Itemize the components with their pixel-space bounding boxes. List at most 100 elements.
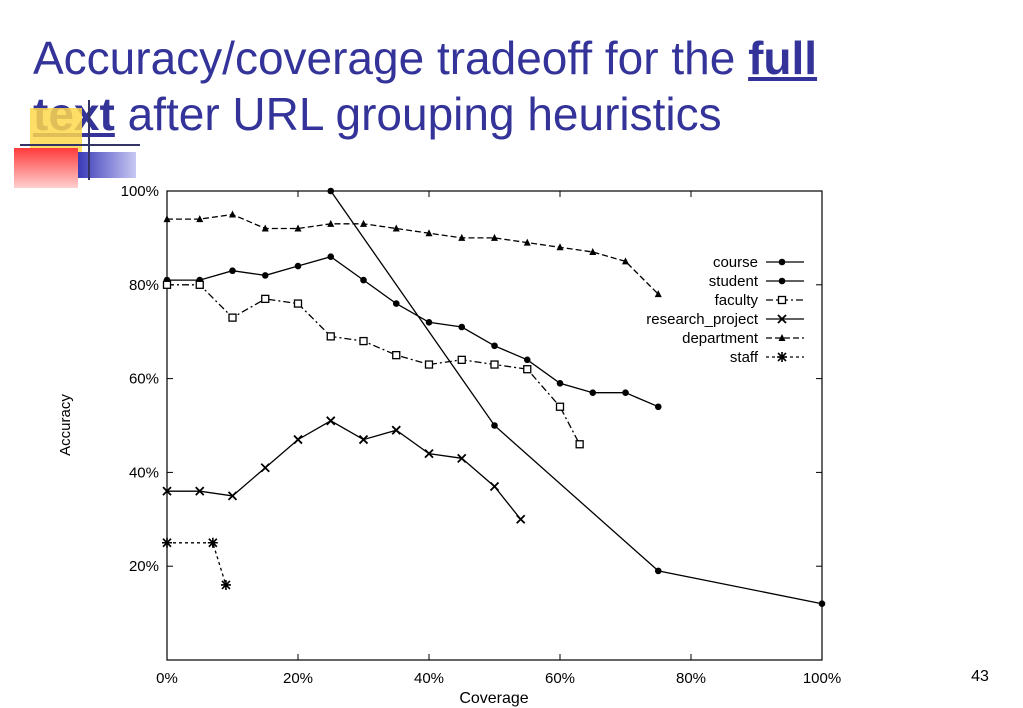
data-point-department [622,257,629,265]
data-point-staff [220,579,231,590]
data-point-faculty [359,336,368,346]
data-point-course [622,389,629,396]
data-point-faculty [392,350,401,360]
x-tick-label: 60% [545,670,575,687]
data-point-course [556,379,564,387]
x-axis-label: Coverage [459,690,528,707]
data-point-course [294,262,302,270]
data-point-department [229,210,236,218]
legend-marker-faculty [777,295,787,305]
data-point-department [425,229,433,237]
plot-frame [166,190,823,661]
x-tick-label: 100% [803,670,841,687]
series-staff [162,537,231,590]
series-student [327,187,826,608]
data-point-course [458,323,466,331]
legend-marker-research_project [777,314,787,324]
data-point-course [654,403,662,411]
data-point-research_project [489,481,500,492]
y-tick-label: 20% [129,558,159,575]
x-tick-label: 80% [676,670,706,687]
data-point-student [818,600,826,608]
data-point-course [327,253,335,260]
data-point-staff [162,537,172,548]
x-tick-label: 40% [414,670,444,687]
legend-label: course [713,254,758,271]
data-point-course [491,342,498,350]
data-point-student [491,422,498,429]
legend-label: student [709,273,759,290]
y-tick-label: 40% [129,464,159,481]
data-point-course [229,267,236,275]
data-point-department [491,233,498,241]
series-research_project [162,416,526,524]
y-tick-label: 80% [129,277,159,294]
axis-ticks: 0% 20% 40% 60% 80% 100% 20% 40% 60% 80% 100% [121,183,842,687]
legend-marker-student [778,277,786,285]
legend-label: staff [730,349,759,366]
data-point-department [654,290,662,298]
data-point-faculty [293,299,303,308]
slide-number: 43 [971,668,989,685]
data-point-student [654,567,662,575]
data-point-research_project [391,425,401,435]
data-point-department [294,224,302,232]
series-department [163,210,662,298]
data-point-faculty [326,332,335,341]
series-line-research_project [167,420,522,520]
data-point-research_project [516,514,526,524]
data-point-student [327,187,335,195]
title-emphasis-full: full [748,32,818,84]
series-line-student [330,190,823,605]
decorative-horizontal-line [20,144,140,146]
data-point-faculty [261,294,270,304]
series-line-staff [167,542,227,586]
slide-title: Accuracy/coverage tradeoff for the full … [33,30,993,142]
data-point-faculty [555,402,565,411]
data-point-department [523,238,531,246]
data-point-faculty [228,313,237,322]
data-point-department [360,219,367,227]
data-point-course [261,272,269,279]
data-point-course [425,319,433,326]
data-point-faculty [162,280,172,289]
data-point-research_project [162,486,172,496]
data-point-department [392,224,400,232]
data-point-course [392,300,400,307]
decorative-blue-block [78,152,136,178]
series-group [162,187,826,608]
y-axis-label: Accuracy [57,394,74,456]
title-text-part1: Accuracy/coverage tradeoff for the [33,32,749,84]
data-point-faculty [457,355,466,364]
data-point-faculty [575,440,584,449]
data-point-research_project [227,491,238,501]
x-tick-label: 20% [283,670,313,687]
y-tick-label: 60% [129,371,159,388]
legend-label: research_project [646,311,759,328]
legend-label: faculty [715,292,759,309]
data-point-department [261,224,269,232]
legend-marker-department [778,334,786,341]
data-point-research_project [326,416,336,426]
decorative-vertical-line [88,100,90,180]
data-point-staff [207,537,218,548]
data-point-faculty [523,365,532,374]
series-faculty [162,280,584,449]
data-point-department [589,247,597,255]
series-line-faculty [167,284,581,445]
series-course [163,253,662,411]
data-point-research_project [358,434,369,445]
data-point-faculty [195,280,204,289]
y-tick-label: 100% [121,183,159,200]
series-line-course [167,255,659,408]
data-point-department [196,215,204,223]
series-line-department [167,213,659,295]
data-point-research_project [424,449,434,459]
legend: course student faculty research_projectdepa… [646,254,804,366]
data-point-research_project [293,434,303,445]
data-point-course [523,356,531,364]
data-point-faculty [490,360,499,369]
data-point-course [360,276,367,284]
data-point-course [589,389,597,396]
